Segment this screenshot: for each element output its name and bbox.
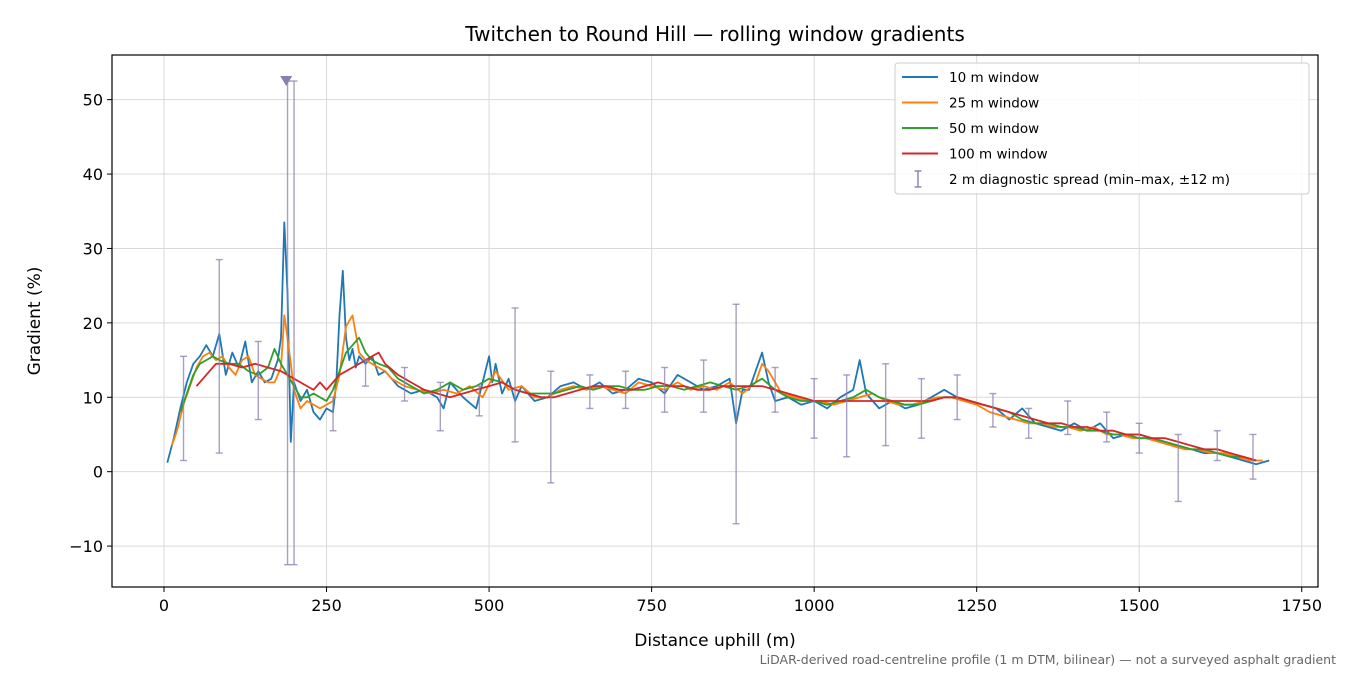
spread-errorbar [700,359,708,413]
legend-label: 10 m window [949,70,1039,86]
spread-errorbar [1174,433,1182,503]
spread-errorbar [1025,407,1033,439]
spread-errorbar [1213,430,1221,462]
y-axis-ticks: −10 0 10 20 30 40 50 [69,91,112,556]
legend-entry: 10 m window [902,70,1039,86]
spread-errorbar [661,366,669,413]
spread-errorbar [1249,433,1257,480]
x-axis-label: Distance uphill (m) [634,631,795,651]
y-tick-label: 10 [83,388,103,407]
legend-entry: 100 m window [902,147,1048,163]
spread-errorbar [475,385,483,417]
y-tick-label: −10 [69,537,103,556]
y-tick-label: 0 [93,463,103,482]
series-line [166,221,1270,466]
series-layer [166,221,1270,466]
spread-errorbar [547,370,555,484]
x-tick-label: 1250 [956,596,997,615]
clipped-marker [280,76,293,87]
spread-errorbar [254,340,262,421]
plot-frame [111,54,1319,588]
spread-errorbar [917,377,925,439]
x-tick-label: 1750 [1281,596,1322,615]
spread-errorbar [1064,400,1072,436]
x-tick-label: 500 [474,596,505,615]
spread-errorbar [771,366,779,413]
series-line [195,351,1257,462]
x-axis-ticks: 0 250 500 750 1000 1250 1500 1750 [159,587,1322,615]
x-tick-label: 1000 [794,596,835,615]
legend-label: 2 m diagnostic spread (min–max, ±12 m) [949,172,1230,188]
y-tick-label: 50 [83,91,103,110]
spread-errorbar [290,80,298,566]
spread-errorbar [989,392,997,428]
legend-box [894,62,1310,195]
legend-label: 50 m window [949,121,1039,137]
spread-errorbar [843,374,851,458]
spread-errorbar [732,303,740,525]
y-axis-label: Gradient (%) [25,267,45,376]
x-tick-label: 750 [636,596,667,615]
legend: 10 m window 25 m window 50 m window 100 m w… [894,62,1310,195]
spread-errorbar [622,370,630,410]
legend-entry: 25 m window [902,96,1039,112]
spread-errorbar [953,374,961,421]
legend-entry: 2 m diagnostic spread (min–max, ±12 m) [914,170,1230,188]
y-tick-label: 30 [83,239,103,258]
spread-errorbar [810,377,818,439]
spread-errorbar [511,307,519,443]
spread-errorbar [329,396,337,432]
spread-errorbar [215,258,223,454]
spread-errorbar [586,374,594,410]
chart-title: Twitchen to Round Hill — rolling window … [464,22,965,46]
x-tick-label: 1500 [1119,596,1160,615]
legend-label: 100 m window [949,147,1048,163]
legend-label: 25 m window [949,96,1039,112]
y-tick-label: 40 [83,165,103,184]
spread-errorbar [436,381,444,432]
x-tick-label: 250 [311,596,342,615]
y-tick-label: 20 [83,314,103,333]
spread-errorbar [882,363,890,447]
spread-errorbar [401,366,409,402]
spread-errorbar [180,355,188,462]
spread-errorbar [1135,422,1143,454]
x-tick-label: 0 [159,596,169,615]
errorbar-layer [180,76,1257,566]
legend-entry: 50 m window [902,121,1039,137]
spread-errorbar [1103,411,1111,443]
spread-errorbar [362,359,370,387]
footnote: LiDAR-derived road-centreline profile (1… [760,652,1336,667]
